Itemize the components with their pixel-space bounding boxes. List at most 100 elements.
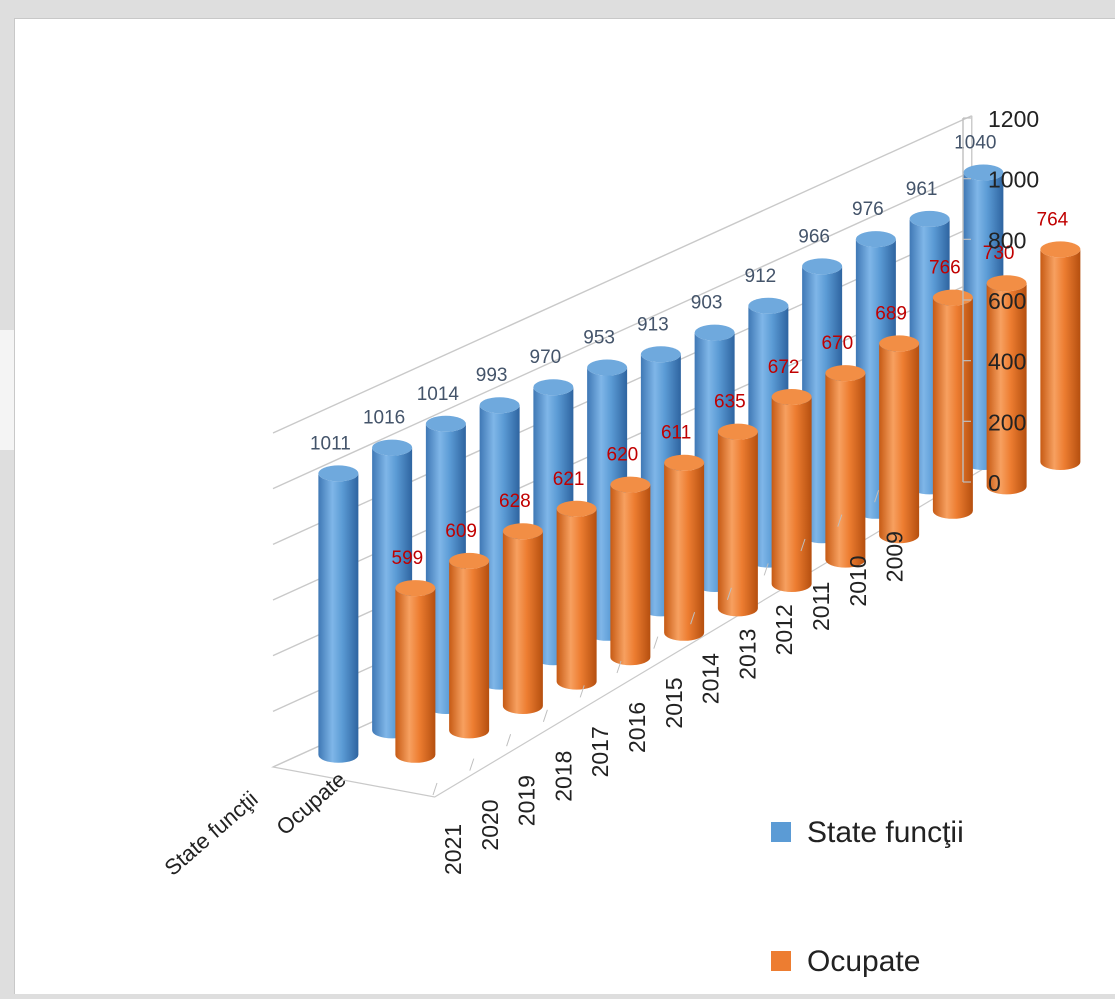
data-label: 766 (929, 258, 961, 279)
state-bar-top (909, 210, 950, 227)
ocupate-bar (395, 580, 436, 763)
ocupate-bar-top (395, 580, 436, 597)
state-bar-top (640, 346, 681, 363)
ocupate-bar-top (449, 552, 490, 569)
category-label: 2011 (808, 582, 834, 631)
ocupate-bar (1040, 241, 1081, 470)
ocupate-bar (449, 552, 490, 739)
series-axis-label: State funcţii (160, 786, 263, 880)
state-bar-top (694, 324, 735, 341)
category-label: 2014 (698, 653, 724, 704)
data-label: 764 (1037, 209, 1069, 230)
data-label: 913 (637, 314, 669, 335)
data-label: 730 (983, 243, 1015, 264)
x-tick-mark (763, 563, 769, 576)
cylinder-bar-chart: 1011 1016 1014 993 970 953 913 903 912 966 976 961 1… (160, 106, 1081, 978)
category-label: 2021 (440, 824, 466, 875)
state-bar-top (802, 258, 843, 275)
ocupate-bar-body (717, 431, 758, 617)
gridline (272, 115, 973, 434)
ocupate-bar (717, 423, 758, 617)
ocupate-bar-body (449, 560, 490, 739)
x-tick-mark (506, 734, 512, 747)
ocupate-bar-body (1040, 249, 1081, 470)
state-bar-top (372, 439, 413, 456)
chart-legend: State funcţii Ocupate (771, 816, 964, 978)
series-ocupate: 599 609 628 621 620 611 635 672 670 689 766 730 764 (392, 209, 1081, 763)
ocupate-bar-body (879, 343, 920, 544)
category-label: 2017 (587, 726, 613, 777)
legend-swatch (771, 822, 791, 842)
data-label: 912 (745, 266, 777, 287)
ocupate-bar (879, 335, 920, 544)
state-bar-top (533, 379, 574, 396)
y-tick-label: 800 (988, 227, 1026, 253)
data-label: 635 (714, 392, 746, 413)
state-bar-top (855, 231, 896, 248)
ocupate-bar-top (610, 476, 651, 493)
data-label: 670 (822, 333, 854, 354)
data-label: 1016 (363, 408, 405, 429)
ocupate-bar-top (771, 388, 812, 405)
ocupate-bar (825, 365, 866, 568)
category-label: 2018 (550, 751, 576, 802)
data-label: 689 (875, 303, 907, 324)
ocupate-bar-body (502, 531, 543, 714)
category-label: 2020 (477, 799, 503, 850)
data-label: 599 (392, 548, 424, 569)
x-tick-mark (653, 636, 659, 649)
ocupate-bar (771, 388, 812, 592)
x-tick-mark (542, 709, 548, 722)
window-side-strip (0, 330, 15, 450)
ocupate-bar-top (879, 335, 920, 352)
ocupate-bar-top (825, 365, 866, 382)
data-label: 611 (661, 423, 691, 444)
data-label: 609 (445, 521, 477, 542)
state-bar-top (748, 297, 789, 314)
data-label: 1014 (417, 384, 460, 405)
data-label: 620 (607, 445, 639, 466)
ocupate-bar-top (986, 275, 1027, 292)
x-tick-mark (616, 660, 622, 674)
ocupate-bar-body (771, 396, 812, 592)
data-label: 961 (906, 179, 938, 200)
data-label: 621 (553, 469, 585, 490)
x-tick-mark (874, 490, 880, 503)
state-bar-top (479, 397, 520, 414)
ocupate-bar-body (395, 588, 436, 763)
category-label: 2012 (771, 604, 797, 655)
chart-area: 1011 1016 1014 993 970 953 913 903 912 966 976 961 1… (14, 18, 1115, 994)
data-label: 628 (499, 491, 531, 512)
ocupate-bar-body (664, 462, 705, 641)
ocupate-bar (932, 289, 973, 519)
ocupate-bar-top (932, 289, 973, 306)
x-tick-mark (469, 758, 475, 771)
legend-label: Ocupate (807, 945, 920, 978)
legend-swatch (771, 951, 791, 971)
ocupate-bar-top (664, 454, 705, 471)
ocupate-bar-top (502, 523, 543, 540)
x-tick-mark (726, 587, 732, 600)
y-tick-label: 200 (988, 409, 1026, 435)
ocupate-bar (556, 500, 597, 690)
ocupate-bar-body (932, 297, 973, 519)
state-bar-top (587, 359, 628, 376)
data-label: 903 (691, 293, 723, 314)
y-tick-label: 0 (988, 470, 1001, 496)
data-label: 953 (583, 328, 615, 349)
ocupate-bar-body (610, 484, 651, 666)
data-label: 993 (476, 365, 508, 386)
x-tick-mark (690, 612, 696, 625)
y-tick-label: 400 (988, 349, 1026, 375)
state-bar-body (318, 473, 359, 763)
series-axis-label: Ocupate (271, 767, 350, 840)
data-label: 970 (530, 347, 562, 368)
state-bar (318, 465, 359, 763)
x-tick-mark (432, 782, 438, 796)
state-bar-top (425, 415, 466, 432)
ocupate-bar-top (717, 423, 758, 440)
state-bar-top (318, 465, 359, 482)
category-label: 2015 (661, 677, 687, 728)
category-label: 2019 (514, 775, 540, 826)
ocupate-bar-body (556, 508, 597, 690)
